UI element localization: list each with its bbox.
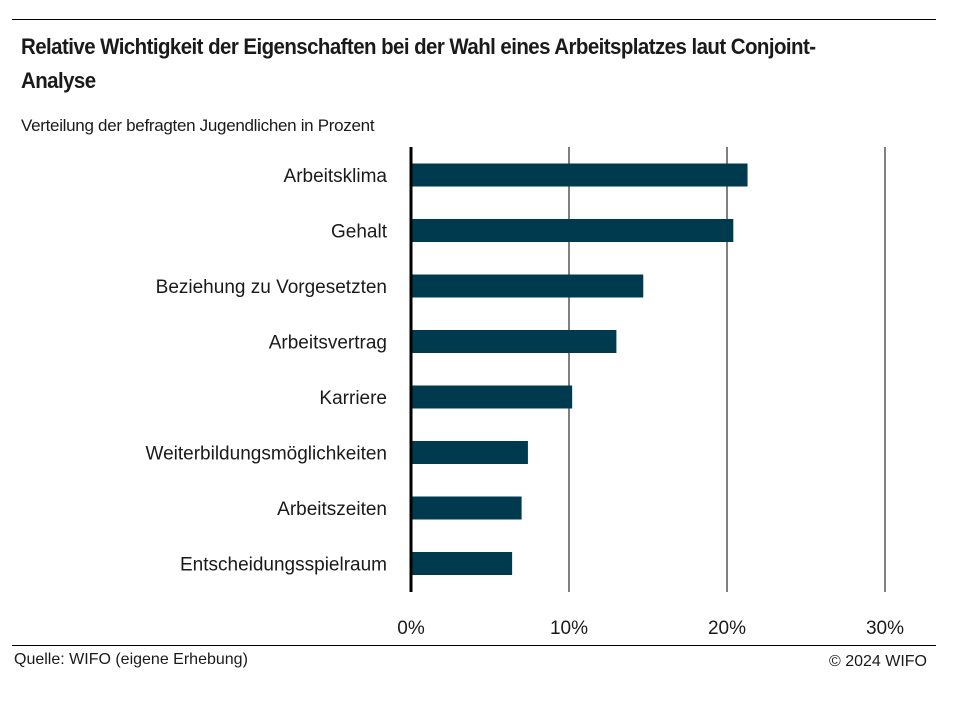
bar bbox=[411, 552, 513, 575]
category-label: Arbeitsvertrag bbox=[269, 333, 387, 354]
category-label: Weiterbildungsmöglichkeiten bbox=[146, 444, 388, 465]
bar bbox=[411, 274, 644, 298]
x-tick-label: 30% bbox=[866, 618, 904, 639]
gridlines bbox=[568, 147, 886, 592]
copyright-note: © 2024 WIFO bbox=[828, 653, 927, 670]
category-label: Karriere bbox=[319, 388, 387, 409]
x-tick-label: 20% bbox=[708, 618, 746, 639]
bars bbox=[411, 163, 748, 575]
top-rule bbox=[12, 19, 936, 20]
category-labels: Arbeitsklima Gehalt Beziehung zu Vorgesetz… bbox=[146, 166, 388, 576]
bar bbox=[411, 496, 522, 520]
source-note: Quelle: WIFO (eigene Erhebung) bbox=[14, 651, 248, 668]
bar bbox=[411, 385, 573, 409]
category-label: Beziehung zu Vorgesetzten bbox=[156, 277, 387, 298]
category-label: Entscheidungsspielraum bbox=[180, 555, 387, 576]
chart-title: Relative Wichtigkeit der Eigenschaften b… bbox=[21, 34, 816, 93]
chart-subtitle: Verteilung der befragten Jugendlichen in… bbox=[21, 116, 375, 135]
bar bbox=[411, 441, 528, 464]
bar bbox=[411, 330, 617, 353]
x-tick-labels: 0% 10% 20% 30% bbox=[397, 618, 904, 639]
bottom-rule bbox=[12, 645, 936, 646]
bar bbox=[411, 219, 734, 242]
x-tick-label: 10% bbox=[550, 618, 588, 639]
bar bbox=[411, 163, 748, 187]
category-label: Arbeitszeiten bbox=[277, 499, 387, 520]
x-tick-label: 0% bbox=[397, 618, 425, 639]
category-label: Gehalt bbox=[331, 222, 388, 243]
category-label: Arbeitsklima bbox=[284, 166, 388, 187]
